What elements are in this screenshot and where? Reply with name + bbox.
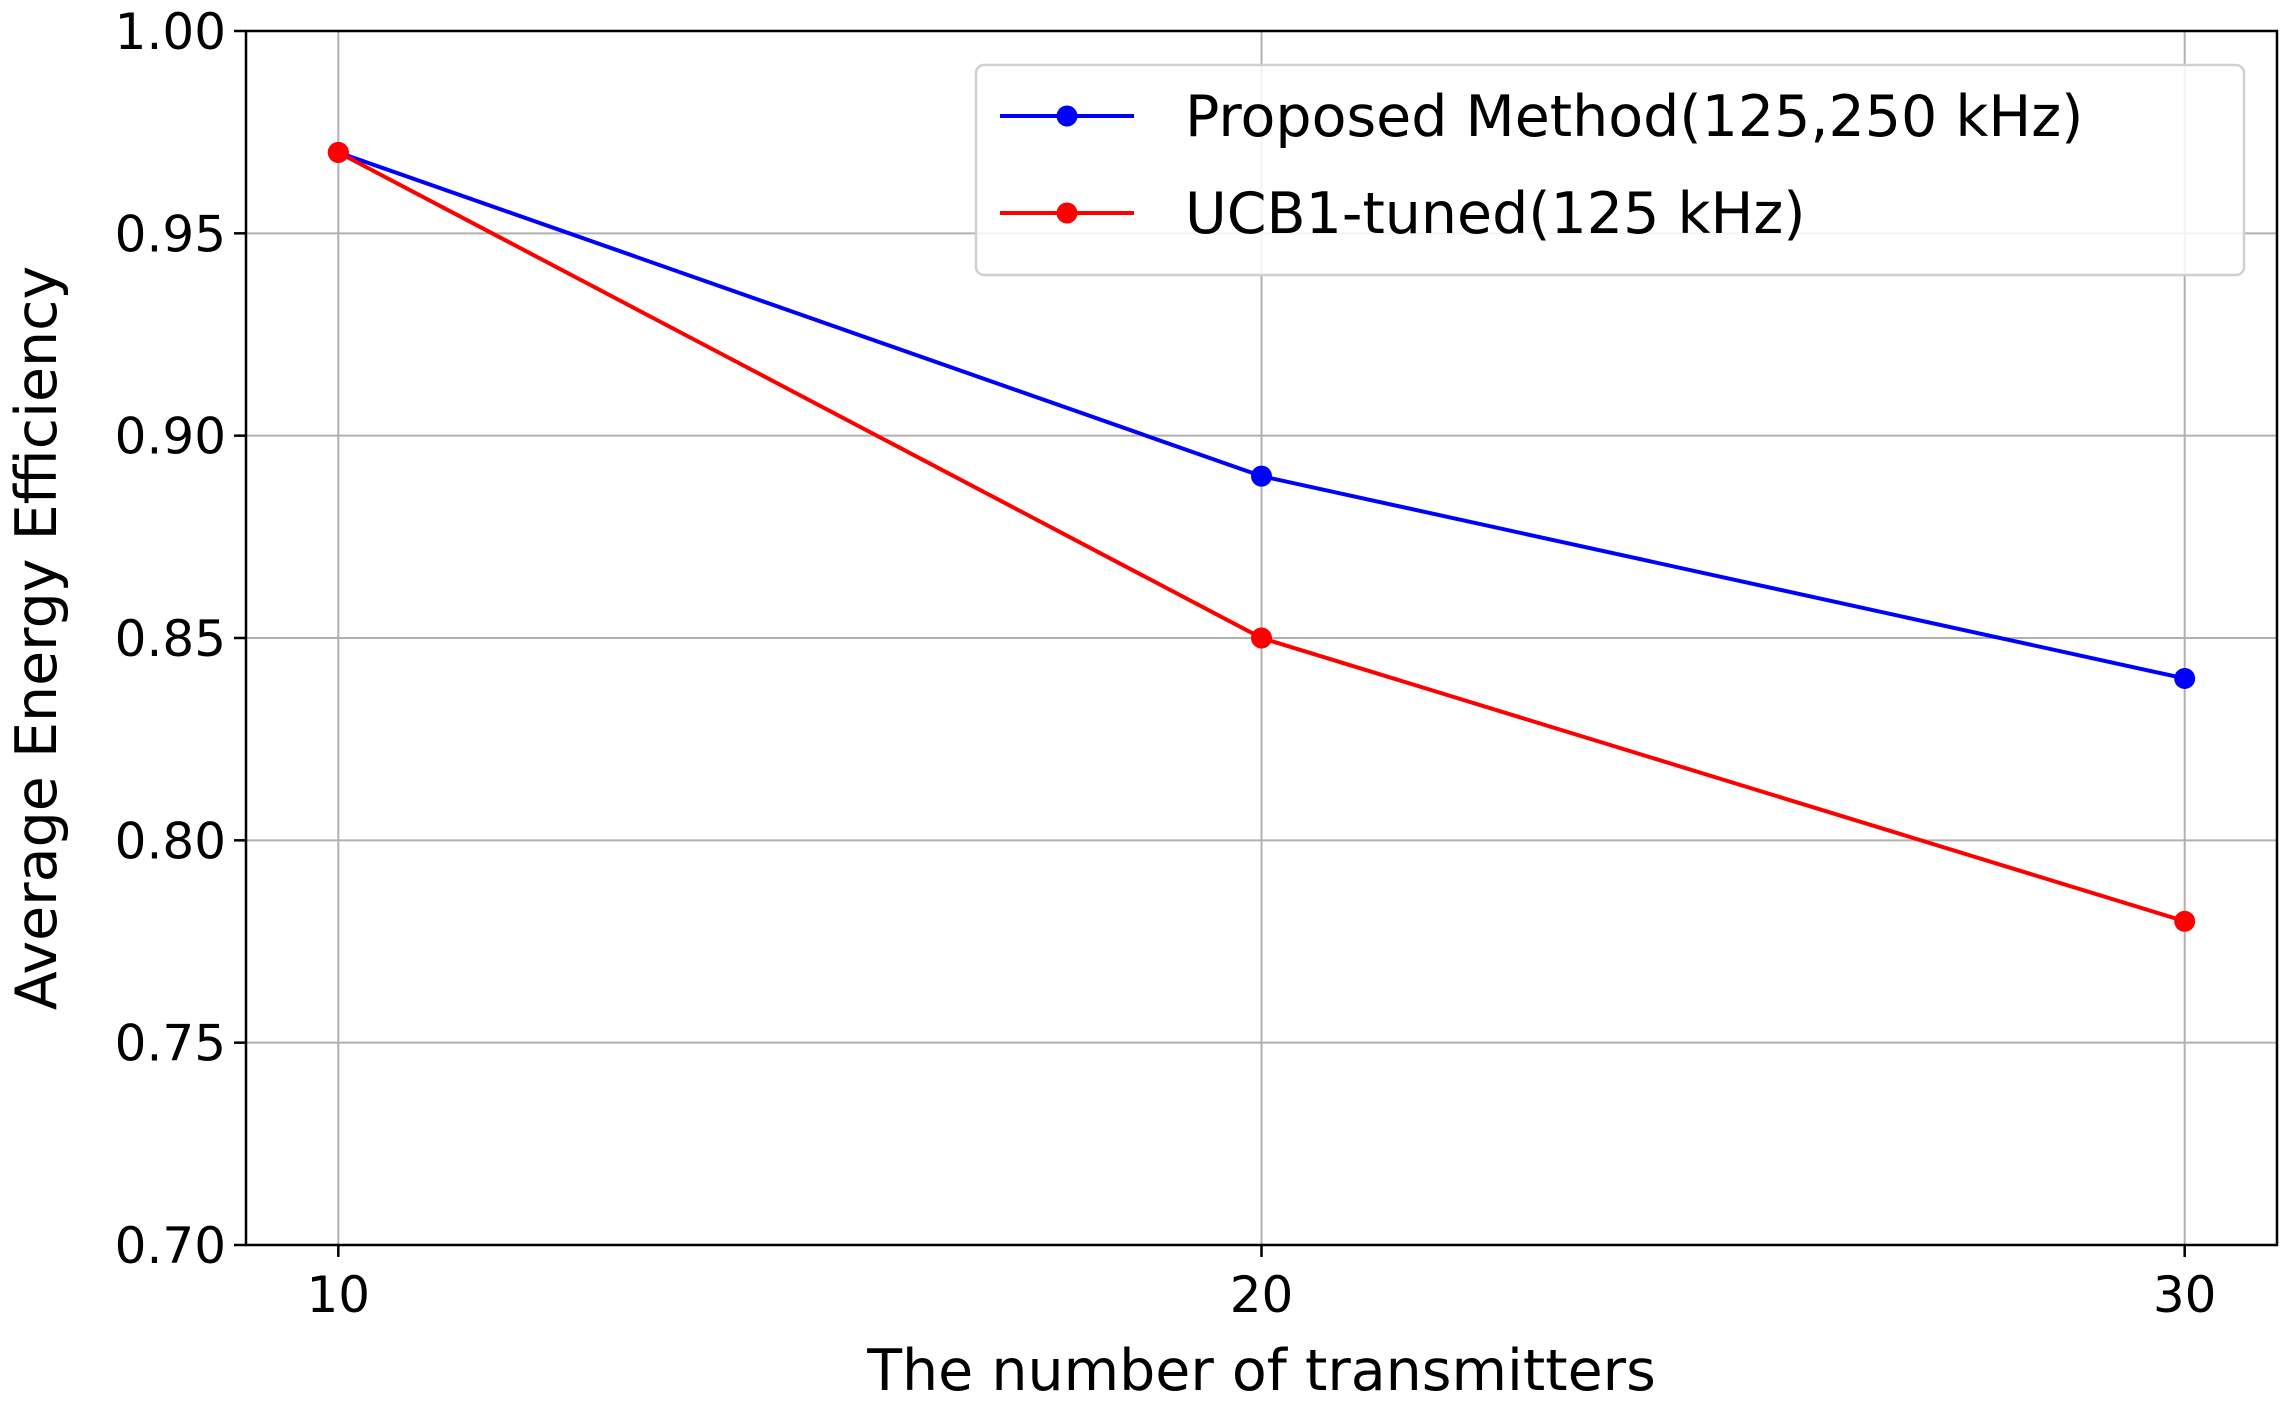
legend-label-1: UCB1-tuned(125 kHz) bbox=[1185, 181, 1806, 247]
legend-marker-0 bbox=[1056, 105, 1078, 127]
x-tick-label: 30 bbox=[2153, 1266, 2217, 1324]
axis-ticks: 0.70 0.75 0.80 0.85 0.90 0.95 1.00 10 20 30 bbox=[115, 3, 2217, 1324]
y-tick-label: 0.75 bbox=[115, 1015, 226, 1073]
legend-box bbox=[974, 63, 2246, 277]
series-1-point bbox=[2174, 910, 2196, 932]
legend: Proposed Method(125,250 kHz) UCB1-tuned(1… bbox=[974, 63, 2246, 277]
y-tick-label: 0.85 bbox=[115, 610, 226, 668]
series-1-point bbox=[1251, 627, 1272, 649]
series-markers bbox=[327, 141, 2196, 932]
legend-entries: Proposed Method(125,250 kHz) UCB1-tuned(1… bbox=[1000, 84, 2083, 247]
x-tick-label: 10 bbox=[307, 1266, 371, 1324]
x-axis-label: The number of transmitters bbox=[866, 1338, 1656, 1404]
y-tick-label: 0.95 bbox=[115, 205, 226, 263]
series-0-point bbox=[2174, 667, 2196, 689]
series-1-point bbox=[327, 141, 349, 163]
y-tick-label: 1.00 bbox=[115, 3, 226, 61]
y-axis-label: Average Energy Efficiency bbox=[4, 266, 70, 1010]
y-tick-label: 0.90 bbox=[115, 408, 226, 466]
legend-label-0: Proposed Method(125,250 kHz) bbox=[1185, 84, 2083, 150]
legend-marker-1 bbox=[1056, 202, 1078, 224]
x-tick-label: 20 bbox=[1230, 1266, 1294, 1324]
series-0-point bbox=[1251, 465, 1272, 487]
y-tick-label: 0.70 bbox=[115, 1217, 226, 1275]
y-tick-label: 0.80 bbox=[115, 812, 226, 870]
